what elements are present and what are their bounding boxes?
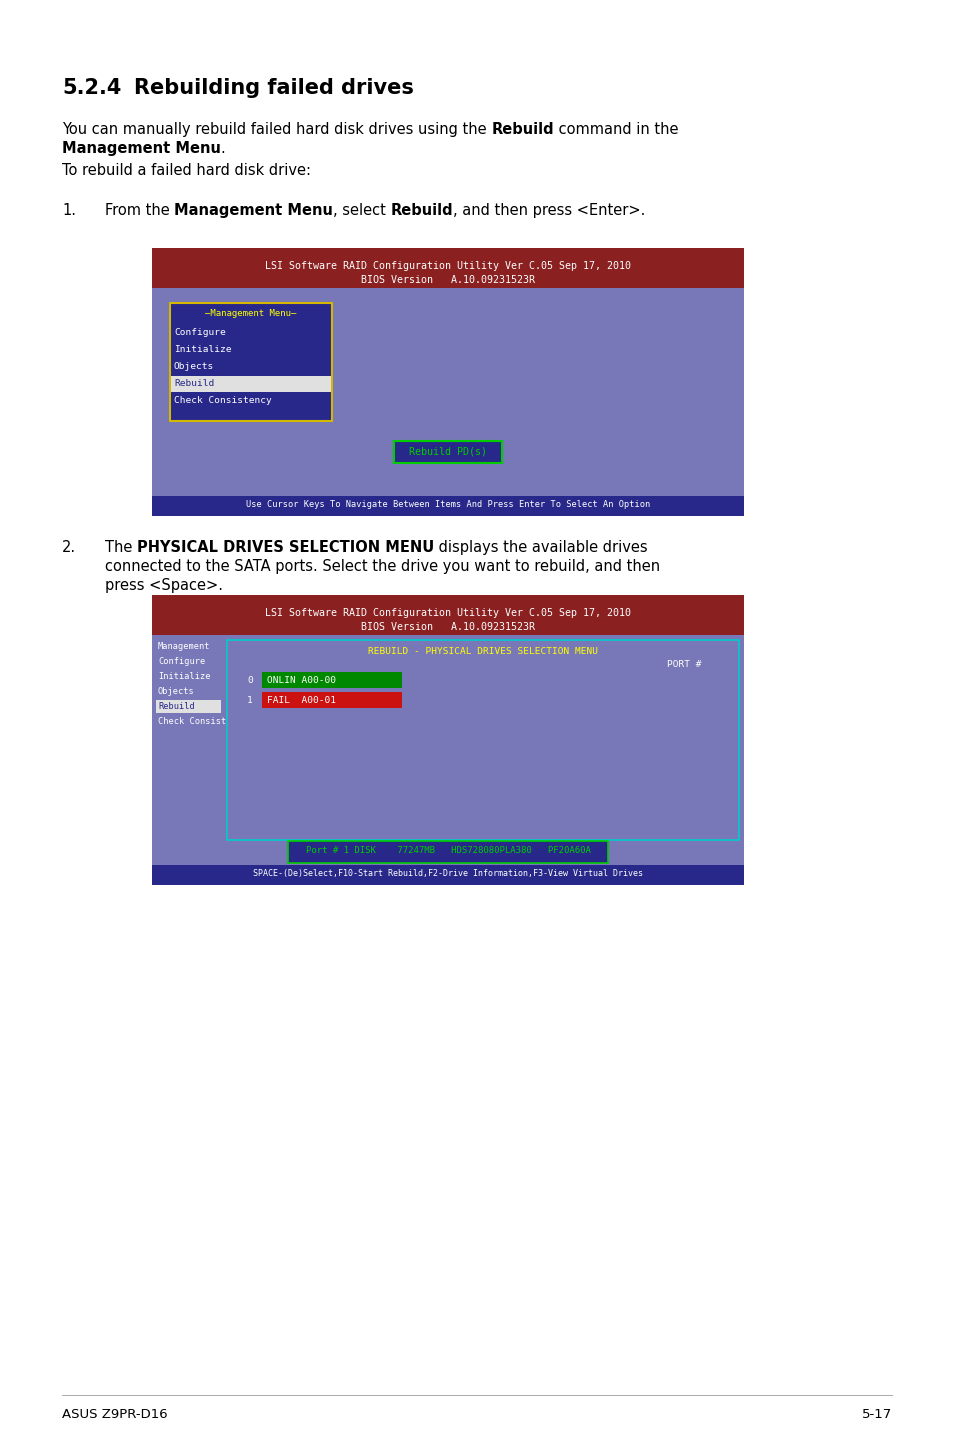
Text: Use Cursor Keys To Navigate Between Items And Press Enter To Select An Option: Use Cursor Keys To Navigate Between Item… — [246, 500, 649, 509]
Text: Initialize: Initialize — [158, 672, 211, 682]
Text: 5.2.4: 5.2.4 — [62, 78, 121, 98]
Text: FAIL  A00-01: FAIL A00-01 — [267, 696, 335, 705]
Text: command in the: command in the — [554, 122, 678, 137]
Text: SPACE-(De)Select,F10-Start Rebuild,F2-Drive Information,F3-View Virtual Drives: SPACE-(De)Select,F10-Start Rebuild,F2-Dr… — [253, 869, 642, 879]
Bar — [152, 866, 743, 884]
Text: 5-17: 5-17 — [861, 1408, 891, 1421]
Text: 2.: 2. — [62, 541, 76, 555]
Text: To rebuild a failed hard disk drive:: To rebuild a failed hard disk drive: — [62, 162, 311, 178]
Bar — [171, 375, 331, 393]
Text: Objects: Objects — [158, 687, 194, 696]
Text: You can manually rebuild failed hard disk drives using the: You can manually rebuild failed hard dis… — [62, 122, 491, 137]
Bar — [262, 672, 401, 687]
Bar — [262, 692, 401, 707]
Text: Rebuild: Rebuild — [158, 702, 194, 710]
Text: 0: 0 — [247, 676, 253, 684]
Text: ASUS Z9PR-D16: ASUS Z9PR-D16 — [62, 1408, 168, 1421]
Text: Configure: Configure — [173, 328, 226, 336]
Text: , select: , select — [333, 203, 391, 219]
Text: Configure: Configure — [158, 657, 205, 666]
Text: Check Consistency: Check Consistency — [173, 395, 272, 406]
Text: Check Consist: Check Consist — [158, 718, 226, 726]
Text: Objects: Objects — [173, 362, 214, 371]
Text: Rebuild: Rebuild — [491, 122, 554, 137]
Text: LSI Software RAID Configuration Utility Ver C.05 Sep 17, 2010: LSI Software RAID Configuration Utility … — [265, 262, 630, 270]
Text: BIOS Version   A.10.09231523R: BIOS Version A.10.09231523R — [360, 623, 535, 631]
Text: .: . — [221, 141, 226, 155]
Text: REBUILD - PHYSICAL DRIVES SELECTION MENU: REBUILD - PHYSICAL DRIVES SELECTION MENU — [368, 647, 598, 656]
Text: Management Menu: Management Menu — [62, 141, 221, 155]
Text: Management Menu: Management Menu — [174, 203, 333, 219]
Text: press <Space>.: press <Space>. — [105, 578, 223, 592]
Text: The: The — [105, 541, 137, 555]
Text: connected to the SATA ports. Select the drive you want to rebuild, and then: connected to the SATA ports. Select the … — [105, 559, 659, 574]
Text: Rebuilding failed drives: Rebuilding failed drives — [133, 78, 414, 98]
Text: Management: Management — [158, 641, 211, 651]
Text: ONLIN A00-00: ONLIN A00-00 — [267, 676, 335, 684]
Bar — [394, 441, 501, 463]
Bar — [288, 841, 607, 863]
Text: Rebuild: Rebuild — [391, 203, 453, 219]
Bar — [152, 595, 743, 636]
Bar — [152, 247, 743, 516]
Text: Port # 1 DISK    77247MB   HDS728080PLA380   PF20A60A: Port # 1 DISK 77247MB HDS728080PLA380 PF… — [305, 846, 590, 856]
Text: BIOS Version   A.10.09231523R: BIOS Version A.10.09231523R — [360, 275, 535, 285]
Text: displays the available drives: displays the available drives — [434, 541, 647, 555]
Text: , and then press <Enter>.: , and then press <Enter>. — [453, 203, 645, 219]
Text: PORT #: PORT # — [666, 660, 700, 669]
Bar — [156, 700, 221, 713]
Text: From the: From the — [105, 203, 174, 219]
Text: Initialize: Initialize — [173, 345, 232, 354]
Text: PHYSICAL DRIVES SELECTION MENU: PHYSICAL DRIVES SELECTION MENU — [137, 541, 434, 555]
Bar — [227, 640, 739, 840]
Text: 1: 1 — [247, 696, 253, 705]
Text: Rebuild PD(s): Rebuild PD(s) — [409, 446, 486, 456]
Text: Rebuild: Rebuild — [173, 380, 214, 388]
Bar — [152, 595, 743, 884]
Text: 1.: 1. — [62, 203, 76, 219]
Text: LSI Software RAID Configuration Utility Ver C.05 Sep 17, 2010: LSI Software RAID Configuration Utility … — [265, 608, 630, 618]
Bar — [152, 496, 743, 516]
Text: —Management Menu—: —Management Menu— — [205, 309, 296, 318]
Bar — [170, 303, 332, 421]
Bar — [152, 247, 743, 288]
